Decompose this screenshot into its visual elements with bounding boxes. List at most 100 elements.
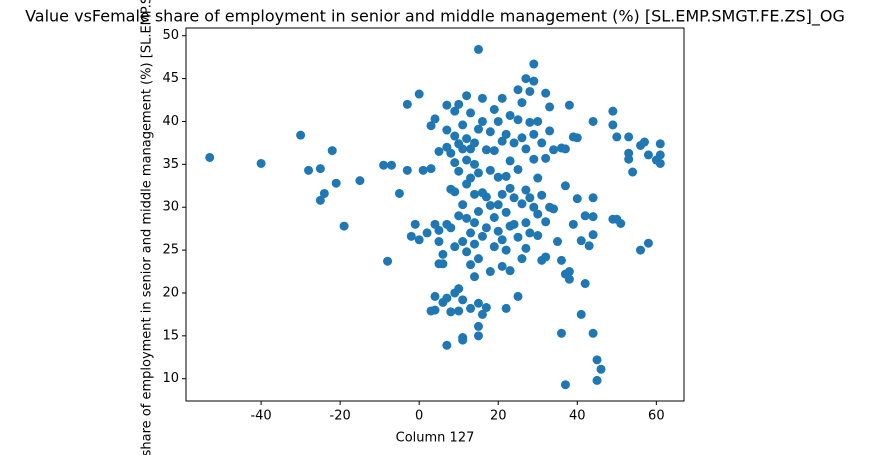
- point: [505, 183, 515, 193]
- point: [473, 254, 483, 264]
- point: [489, 146, 499, 156]
- point: [592, 355, 602, 365]
- point: [438, 259, 448, 269]
- point: [481, 192, 491, 202]
- point: [477, 116, 487, 126]
- point: [525, 228, 535, 238]
- y-tick-label: 15: [162, 328, 179, 343]
- point: [473, 331, 483, 341]
- plot-frame: [185, 27, 685, 402]
- point: [624, 132, 634, 142]
- point: [553, 237, 563, 247]
- point: [616, 219, 626, 229]
- y-tick-label: 35: [162, 157, 179, 172]
- point: [505, 156, 515, 166]
- point: [521, 243, 531, 253]
- point: [481, 303, 491, 313]
- x-tick-label: 20: [490, 409, 507, 424]
- point: [493, 226, 503, 236]
- point: [529, 154, 539, 164]
- point: [402, 99, 412, 109]
- point: [517, 133, 527, 143]
- point: [477, 93, 487, 103]
- point: [442, 293, 452, 303]
- point: [509, 193, 519, 203]
- point: [493, 116, 503, 126]
- point: [454, 284, 464, 294]
- point: [489, 213, 499, 223]
- point: [434, 225, 444, 235]
- point: [525, 86, 535, 96]
- point: [470, 239, 480, 249]
- point: [568, 219, 578, 229]
- point: [462, 155, 472, 165]
- point: [608, 106, 618, 116]
- y-tick-label: 30: [162, 200, 179, 215]
- point: [438, 249, 448, 259]
- point: [545, 126, 555, 136]
- point: [315, 195, 325, 205]
- point: [454, 306, 464, 316]
- point: [521, 218, 531, 228]
- point: [560, 181, 570, 191]
- point: [509, 219, 519, 229]
- point: [564, 100, 574, 110]
- point: [418, 165, 428, 175]
- point: [608, 120, 618, 130]
- point: [406, 231, 416, 241]
- point: [549, 204, 559, 214]
- x-tick-label: -40: [250, 409, 271, 424]
- point: [501, 129, 511, 139]
- point: [529, 129, 539, 139]
- point: [466, 260, 476, 270]
- point: [473, 206, 483, 216]
- point: [331, 178, 341, 188]
- point: [529, 76, 539, 86]
- point: [655, 150, 665, 160]
- point: [450, 242, 460, 252]
- point: [442, 125, 452, 135]
- point: [505, 110, 515, 120]
- point: [485, 127, 495, 137]
- point: [533, 116, 543, 126]
- point: [513, 115, 523, 125]
- point: [497, 93, 507, 103]
- point: [596, 364, 606, 374]
- point: [588, 230, 598, 240]
- point: [450, 106, 460, 116]
- point: [529, 59, 539, 69]
- point: [394, 188, 404, 198]
- point: [383, 256, 393, 266]
- point: [414, 89, 424, 99]
- point: [470, 159, 480, 169]
- point: [458, 237, 468, 247]
- point: [525, 193, 535, 203]
- x-tick-label: 40: [569, 409, 586, 424]
- point: [430, 305, 440, 315]
- point: [513, 85, 523, 95]
- point: [505, 266, 515, 276]
- point: [517, 98, 527, 108]
- point: [509, 138, 519, 148]
- point: [517, 254, 527, 264]
- point: [470, 189, 480, 199]
- point: [477, 231, 487, 241]
- point: [533, 209, 543, 219]
- point: [560, 144, 570, 154]
- point: [572, 133, 582, 143]
- point: [473, 124, 483, 134]
- point: [501, 171, 511, 181]
- point: [612, 132, 622, 142]
- point: [473, 321, 483, 331]
- point: [462, 247, 472, 257]
- point: [485, 165, 495, 175]
- point: [458, 144, 468, 154]
- point: [446, 148, 456, 158]
- point: [493, 200, 503, 210]
- point: [473, 44, 483, 54]
- point: [588, 193, 598, 203]
- point: [628, 167, 638, 177]
- point: [501, 207, 511, 217]
- point: [529, 202, 539, 212]
